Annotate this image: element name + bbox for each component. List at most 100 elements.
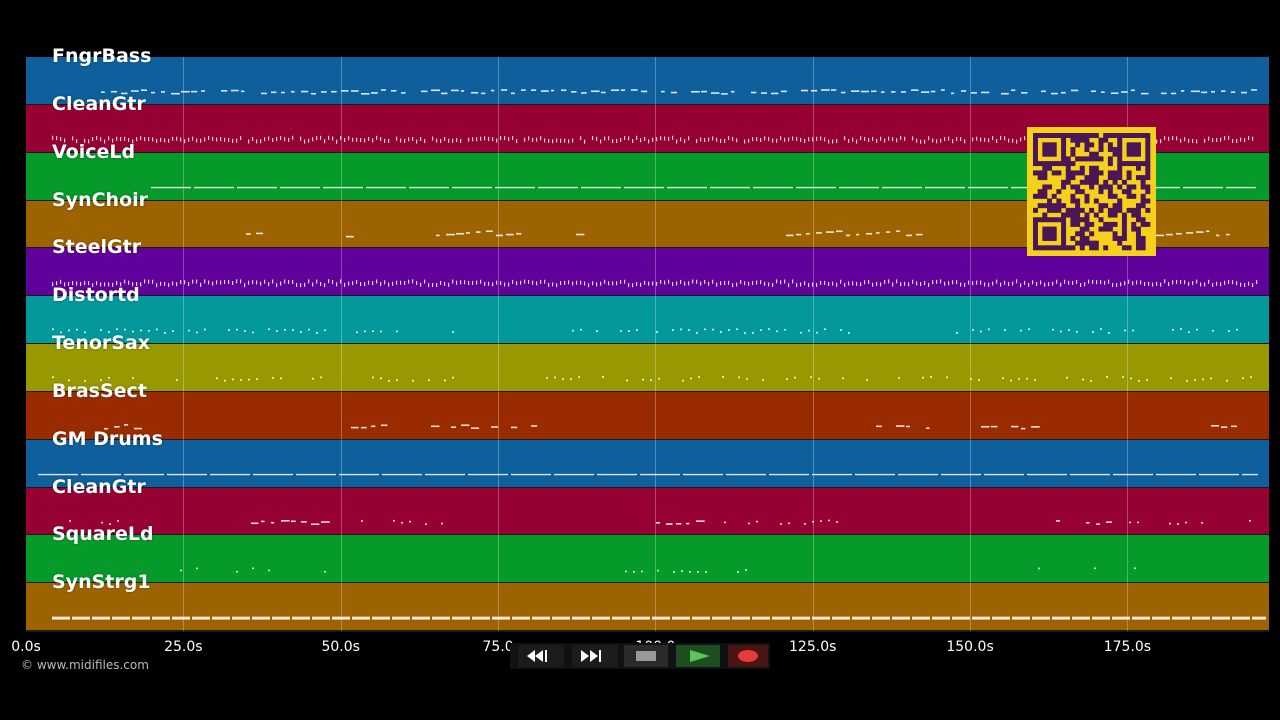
note-mark: [531, 89, 537, 91]
track-lane[interactable]: [26, 296, 1269, 344]
record-button[interactable]: [728, 645, 768, 667]
note-mark: [1228, 279, 1230, 284]
note-mark: [1144, 282, 1146, 287]
note-mark: [772, 138, 774, 143]
note-mark: [1206, 230, 1210, 233]
note-mark: [448, 282, 450, 287]
note-mark: [188, 282, 190, 287]
track-label: SynStrg1: [52, 571, 151, 594]
note-mark: [1208, 136, 1210, 141]
note-mark: [1212, 329, 1214, 332]
note-mark: [1216, 234, 1220, 237]
note-mark: [261, 92, 267, 95]
note-mark: [788, 137, 790, 142]
note-mark: [1252, 283, 1254, 288]
note-mark: [1172, 329, 1174, 331]
note-mark: [332, 279, 334, 284]
note-mark: [652, 137, 654, 142]
rewind-button[interactable]: [518, 645, 564, 667]
note-mark: [556, 283, 558, 288]
note-mark: [676, 139, 678, 144]
note-mark: [666, 523, 673, 525]
note-mark: [231, 89, 239, 92]
note-mark: [196, 331, 198, 334]
note-mark: [281, 519, 290, 522]
note-mark: [1004, 329, 1006, 331]
stop-button[interactable]: [624, 645, 668, 667]
note-mark: [906, 234, 913, 237]
note-mark: [116, 328, 118, 331]
fast-forward-button[interactable]: [572, 645, 618, 667]
note-mark: [156, 139, 158, 144]
note-mark: [1080, 283, 1082, 288]
note-mark: [936, 279, 938, 284]
note-mark: [1221, 90, 1226, 92]
note-mark: [880, 282, 882, 287]
note-mark: [1226, 379, 1228, 382]
note-mark: [131, 90, 139, 92]
note-mark: [161, 91, 166, 93]
note-mark: [1032, 280, 1034, 285]
note-mark: [532, 137, 534, 142]
note-mark: [248, 280, 250, 285]
note-mark: [772, 282, 774, 287]
note-mark: [740, 279, 742, 284]
play-button[interactable]: [676, 645, 720, 667]
note-mark: [636, 135, 638, 140]
note-mark: [1121, 91, 1128, 93]
track-lane[interactable]: [26, 535, 1269, 584]
play-icon: [690, 650, 710, 662]
note-mark: [1202, 378, 1204, 381]
track-lane[interactable]: [26, 439, 1269, 488]
note-mark: [361, 520, 363, 522]
track-label: VoiceLd: [52, 140, 136, 163]
note-mark: [452, 331, 454, 333]
note-mark: [800, 282, 802, 287]
note-mark: [436, 282, 438, 287]
track-lane[interactable]: [26, 57, 1269, 105]
note-mark: [841, 91, 846, 94]
note-mark: [852, 281, 854, 286]
note-mark: [611, 89, 620, 92]
note-mark: [1256, 280, 1258, 285]
track-lane[interactable]: [26, 391, 1269, 440]
note-mark: [348, 136, 350, 141]
note-mark: [812, 137, 814, 142]
note-mark: [762, 379, 764, 381]
note-mark: [460, 138, 462, 143]
track-lane[interactable]: [26, 487, 1269, 536]
note-mark: [872, 136, 874, 141]
track-lane[interactable]: [26, 583, 1269, 631]
note-mark: [164, 138, 166, 143]
note-mark: [868, 137, 870, 142]
note-mark: [1008, 138, 1010, 143]
note-mark: [1028, 328, 1030, 331]
note-mark: [1002, 377, 1004, 380]
note-mark: [664, 136, 666, 141]
note-mark: [980, 330, 982, 333]
note-mark: [1129, 521, 1131, 524]
note-mark: [920, 139, 922, 144]
track-lane[interactable]: [26, 344, 1269, 392]
note-mark: [644, 136, 646, 141]
note-mark: [672, 282, 674, 287]
note-mark: [768, 282, 770, 287]
note-mark: [804, 281, 806, 286]
note-mark: [240, 279, 242, 284]
note-mark: [794, 376, 796, 379]
note-mark: [516, 281, 518, 286]
note-mark: [604, 279, 606, 284]
time-tick-label: 50.0s: [321, 639, 360, 655]
note-mark: [268, 282, 270, 287]
note-mark: [291, 520, 296, 523]
note-mark: [224, 379, 226, 382]
note-mark: [76, 281, 78, 286]
time-gridline: [655, 57, 657, 631]
note-mark: [112, 138, 114, 143]
note-mark: [308, 279, 310, 284]
note-mark: [1020, 283, 1022, 288]
note-mark: [976, 136, 978, 141]
note-mark: [256, 280, 258, 285]
note-mark: [84, 380, 86, 382]
track-lane[interactable]: [26, 248, 1269, 297]
